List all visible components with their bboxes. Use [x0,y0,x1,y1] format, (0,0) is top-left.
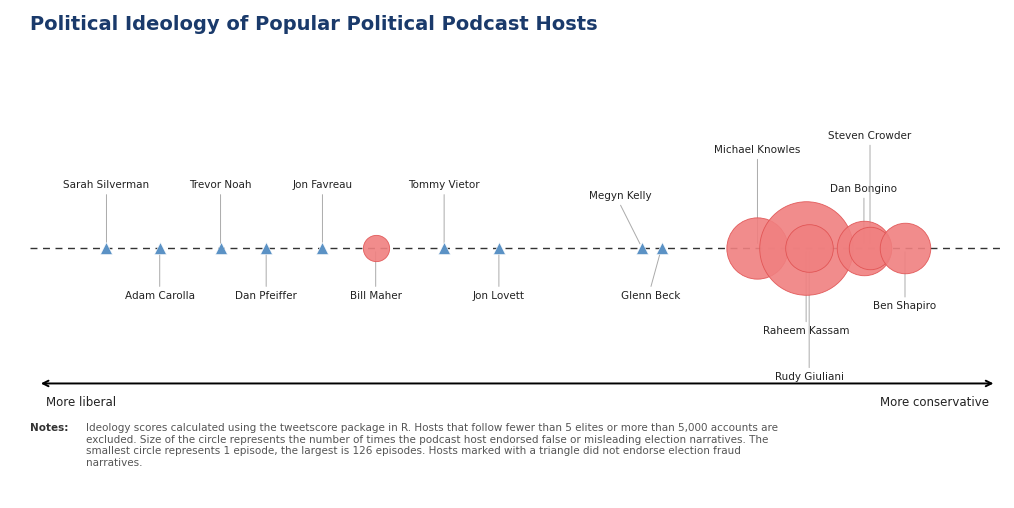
Point [801,243,817,251]
Text: Glenn Beck: Glenn Beck [622,291,680,301]
Text: More conservative: More conservative [880,396,989,409]
Text: Michael Knowles: Michael Knowles [714,145,801,155]
Text: Jon Lovett: Jon Lovett [473,291,525,301]
Text: Tommy Vietor: Tommy Vietor [409,180,480,190]
Text: Notes:: Notes: [30,423,69,433]
Text: More liberal: More liberal [46,396,116,409]
Text: Rudy Giuliani: Rudy Giuliani [775,372,844,382]
Point [798,243,814,251]
Point [749,243,766,251]
Text: Trevor Noah: Trevor Noah [190,180,251,190]
Point [368,243,384,251]
Text: Adam Carolla: Adam Carolla [125,291,195,301]
Point [862,243,878,251]
Text: Steven Crowder: Steven Crowder [828,131,912,141]
Text: Dan Bongino: Dan Bongino [830,184,897,194]
Point [897,243,914,251]
Point [856,243,872,251]
Text: Political Ideology of Popular Political Podcast Hosts: Political Ideology of Popular Political … [30,15,598,34]
Text: Bill Maher: Bill Maher [350,291,402,301]
Text: Ben Shapiro: Ben Shapiro [873,301,937,311]
Text: Ideology scores calculated using the tweetscore package in R. Hosts that follow : Ideology scores calculated using the twe… [86,423,778,468]
Text: Dan Pfeiffer: Dan Pfeiffer [235,291,297,301]
Text: Jon Favreau: Jon Favreau [292,180,353,190]
Text: Raheem Kassam: Raheem Kassam [763,326,850,336]
Text: Sarah Silverman: Sarah Silverman [64,180,149,190]
Text: Megyn Kelly: Megyn Kelly [589,191,652,201]
